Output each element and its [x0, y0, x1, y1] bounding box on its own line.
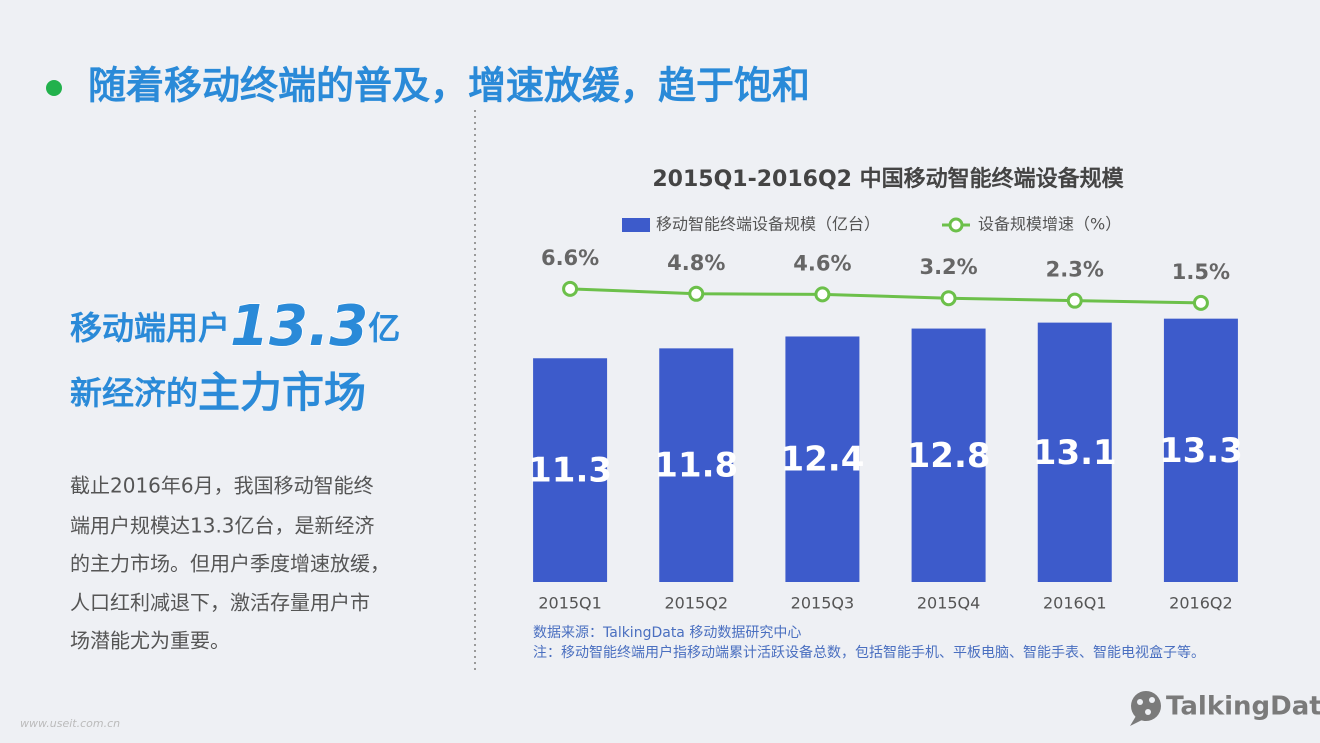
line-marker [940, 290, 957, 307]
x-tick-label: 2016Q2 [1169, 594, 1233, 613]
line-marker [688, 285, 705, 302]
legend-label: 移动智能终端设备规模（亿台） [656, 215, 880, 234]
headline-text: 移动端用户 [70, 309, 230, 347]
headline-text: 新经济的 [70, 374, 198, 412]
line-value-label: 4.6% [793, 251, 851, 275]
line-value-label: 2.3% [1046, 258, 1104, 282]
headline-emphasis: 主力市场 [198, 368, 366, 417]
bullet [46, 80, 62, 96]
line-marker [814, 286, 831, 303]
line-value-label: 1.5% [1172, 260, 1230, 284]
headline-2: 新经济的主力市场 [70, 368, 366, 417]
legend-swatch [622, 218, 650, 232]
chart-title: 2015Q1-2016Q2 中国移动智能终端设备规模 [652, 166, 1124, 192]
paragraph-line: 的主力市场。但用户季度增速放缓， [70, 552, 390, 576]
paragraph: 截止2016年6月，我国移动智能终 端用户规模达13.3亿台，是新经济 的主力市… [70, 474, 390, 653]
headline-text: 亿 [368, 309, 400, 347]
headline-1: 移动端用户13.3亿 [70, 294, 400, 359]
x-tick-label: 2015Q3 [791, 594, 855, 613]
bar [911, 328, 986, 582]
watermark: www.useit.com.cn [20, 717, 120, 730]
logo-icon [1137, 699, 1143, 705]
bar [1037, 322, 1112, 582]
source: 数据来源：TalkingData 移动数据研究中心 [533, 625, 801, 641]
x-tick-label: 2015Q2 [665, 594, 729, 613]
headline-number: 13.3 [230, 294, 368, 359]
logo-icon [1130, 716, 1142, 726]
bar-value-label: 11.3 [528, 451, 612, 491]
line-value-label: 4.8% [667, 251, 725, 275]
x-tick-label: 2016Q1 [1043, 594, 1107, 613]
bar [1163, 318, 1238, 582]
paragraph-line: 人口红利减退下，激活存量用户市 [70, 591, 370, 615]
bar-value-label: 12.4 [780, 440, 864, 480]
x-tick-label: 2015Q1 [538, 594, 602, 613]
line [570, 287, 1201, 305]
line-marker [1192, 294, 1209, 311]
bar [785, 336, 860, 582]
logo-icon [1131, 691, 1161, 721]
logo-icon [1149, 697, 1155, 703]
bar-value-label: 13.3 [1159, 431, 1243, 471]
logo: TalkingData [1130, 691, 1320, 726]
paragraph-line: 截止2016年6月，我国移动智能终 [70, 474, 374, 498]
line-value-label: 6.6% [541, 246, 599, 270]
bar [659, 348, 734, 582]
bar-value-label: 12.8 [907, 436, 991, 476]
x-tick-label: 2015Q4 [917, 594, 981, 613]
bar [533, 358, 608, 582]
paragraph-line: 场潜能尤为重要。 [70, 629, 230, 653]
paragraph-line: 端用户规模达13.3亿台，是新经济 [70, 514, 375, 538]
legend-label: 设备规模增速（%） [978, 215, 1121, 234]
line-value-label: 3.2% [919, 255, 977, 279]
slide-title: 随着移动终端的普及，增速放缓，趋于饱和 [88, 64, 810, 108]
note: 注：移动智能终端用户指移动端累计活跃设备总数，包括智能手机、平板电脑、智能手表、… [533, 644, 1205, 661]
line-marker [1066, 292, 1083, 309]
logo-text: TalkingData [1166, 692, 1320, 722]
bar-value-label: 11.8 [654, 446, 738, 486]
legend-marker [948, 217, 964, 233]
logo-icon [1145, 709, 1151, 715]
bar-value-label: 13.1 [1033, 433, 1117, 473]
line-marker [562, 280, 579, 297]
